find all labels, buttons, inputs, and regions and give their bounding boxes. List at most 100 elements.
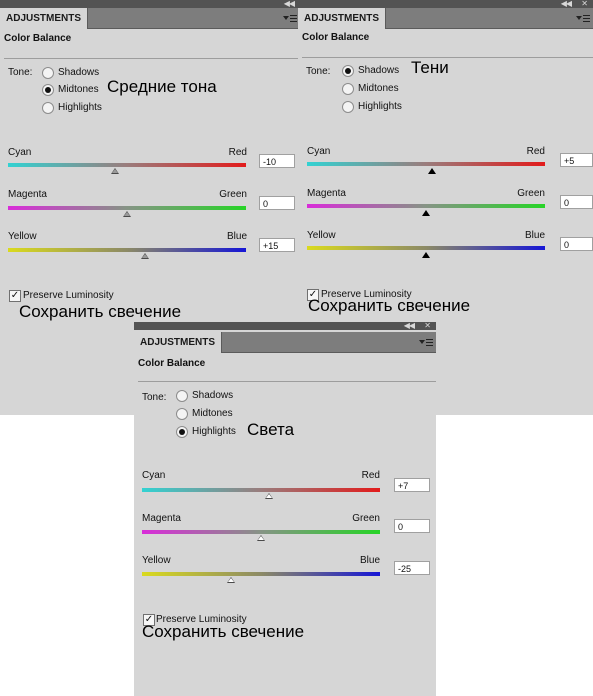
tone-label: Tone: [8,67,33,78]
radio-shadows[interactable] [42,67,54,79]
slider-label-cyan: Cyan [307,146,331,157]
panel-menu-icon[interactable] [576,12,590,24]
cyan-red-slider-thumb[interactable] [111,168,120,174]
radio-label-shadows: Shadows [358,65,400,76]
slider-label-cyan: Cyan [142,470,166,481]
cyan-red-slider-thumb[interactable] [265,493,274,499]
preserve-luminosity-label: Preserve Luminosity [156,614,247,625]
radio-label-highlights: Highlights [358,101,402,112]
close-icon[interactable]: ✕ [424,322,431,330]
radio-label-shadows: Shadows [192,390,234,401]
radio-midtones[interactable] [176,408,188,420]
slider-label-green: Green [352,513,380,524]
panel-top-strip: ◀◀ ✕ [134,322,436,330]
double-arrow-icon[interactable]: ◀◀ [403,322,415,330]
annotation-preserve-luminosity: Сохранить свечение [19,302,182,321]
adjustments-panel-shadows: ◀◀ ✕ ADJUSTMENTS Color Balance Tone: Sha… [298,0,593,415]
preserve-luminosity-label: Preserve Luminosity [321,289,412,300]
yellow-blue-value-input[interactable]: -25 [394,561,430,575]
annotation-preserve-luminosity: Сохранить свечение [142,622,305,641]
radio-label-highlights: Highlights [192,426,236,437]
slider-label-yellow: Yellow [8,231,37,242]
slider-label-green: Green [517,188,545,199]
yellow-blue-slider-thumb[interactable] [227,577,236,583]
slider-label-red: Red [526,146,545,157]
slider-label-magenta: Magenta [142,513,181,524]
yellow-blue-track[interactable] [307,246,545,250]
cyan-red-track[interactable] [142,488,380,492]
preserve-luminosity-label: Preserve Luminosity [23,290,114,301]
cyan-red-value-input[interactable]: -10 [259,154,295,168]
radio-shadows[interactable] [342,65,354,77]
magenta-green-track[interactable] [307,204,545,208]
adjustments-panel-highlights: ◀◀ ✕ ADJUSTMENTS Color Balance Tone: Sha… [134,322,436,696]
slider-label-cyan: Cyan [8,147,32,158]
magenta-green-slider-thumb[interactable] [257,535,265,541]
tone-label: Tone: [306,66,331,77]
slider-label-red: Red [361,470,380,481]
yellow-blue-value-input[interactable]: 0 [560,237,593,251]
annotation-midtones: Средние тона [107,77,217,96]
radio-label-midtones: Midtones [58,84,99,95]
slider-label-magenta: Magenta [8,189,47,200]
radio-shadows[interactable] [176,390,188,402]
radio-label-shadows: Shadows [58,67,100,78]
divider [4,58,300,59]
panel-menu-icon[interactable] [419,336,433,348]
panel-title: Color Balance [138,358,206,369]
panel-menu-icon[interactable] [283,12,297,24]
tab-adjustments[interactable]: ADJUSTMENTS [298,8,387,29]
yellow-blue-slider-thumb[interactable] [140,253,149,259]
preserve-luminosity-checkbox[interactable]: ✓ [143,614,155,626]
yellow-blue-value-input[interactable]: +15 [259,238,295,252]
radio-highlights[interactable] [42,102,54,114]
magenta-green-slider-thumb[interactable] [123,211,131,217]
divider [138,381,436,382]
panel-top-strip: ◀◀ [0,0,300,8]
cyan-red-value-input[interactable]: +7 [394,478,430,492]
panel-tab-bar: ADJUSTMENTS [298,8,593,29]
slider-label-magenta: Magenta [307,188,346,199]
slider-label-green: Green [219,189,247,200]
yellow-blue-slider-thumb[interactable] [422,252,430,258]
slider-label-yellow: Yellow [307,230,336,241]
annotation-preserve-luminosity: Сохранить свечение [308,296,471,315]
tab-adjustments[interactable]: ADJUSTMENTS [134,332,223,353]
preserve-luminosity-checkbox[interactable]: ✓ [307,289,319,301]
magenta-green-value-input[interactable]: 0 [259,196,295,210]
slider-label-yellow: Yellow [142,555,171,566]
cyan-red-slider-thumb[interactable] [427,168,436,174]
magenta-green-slider-thumb[interactable] [422,210,430,216]
annotation-highlights: Света [247,420,295,439]
radio-highlights[interactable] [342,101,354,113]
preserve-luminosity-checkbox[interactable]: ✓ [9,290,21,302]
tab-adjustments[interactable]: ADJUSTMENTS [0,8,89,29]
radio-midtones[interactable] [42,84,54,96]
panel-top-strip: ◀◀ ✕ [298,0,593,8]
radio-label-midtones: Midtones [358,83,399,94]
slider-label-blue: Blue [359,555,380,566]
magenta-green-value-input[interactable]: 0 [560,195,593,209]
magenta-green-track[interactable] [8,206,246,210]
yellow-blue-track[interactable] [8,248,246,252]
double-arrow-icon[interactable]: ◀◀ [283,0,295,8]
cyan-red-track[interactable] [307,162,545,166]
radio-midtones[interactable] [342,83,354,95]
double-arrow-icon[interactable]: ✕ [581,0,588,8]
close-icon[interactable]: ◀◀ [560,0,572,8]
cyan-red-value-input[interactable]: +5 [560,153,593,167]
yellow-blue-track[interactable] [142,572,380,576]
divider [302,57,593,58]
radio-label-highlights: Highlights [58,102,102,113]
cyan-red-track[interactable] [8,163,246,167]
slider-label-red: Red [228,147,247,158]
panel-tab-bar: ADJUSTMENTS [0,8,300,29]
magenta-green-value-input[interactable]: 0 [394,519,430,533]
panel-tab-bar: ADJUSTMENTS [134,332,436,353]
tone-label: Tone: [142,392,167,403]
annotation-shadows: Тени [411,58,449,77]
panel-title: Color Balance [302,32,370,43]
magenta-green-track[interactable] [142,530,380,534]
panel-title: Color Balance [4,33,72,44]
radio-highlights[interactable] [176,426,188,438]
